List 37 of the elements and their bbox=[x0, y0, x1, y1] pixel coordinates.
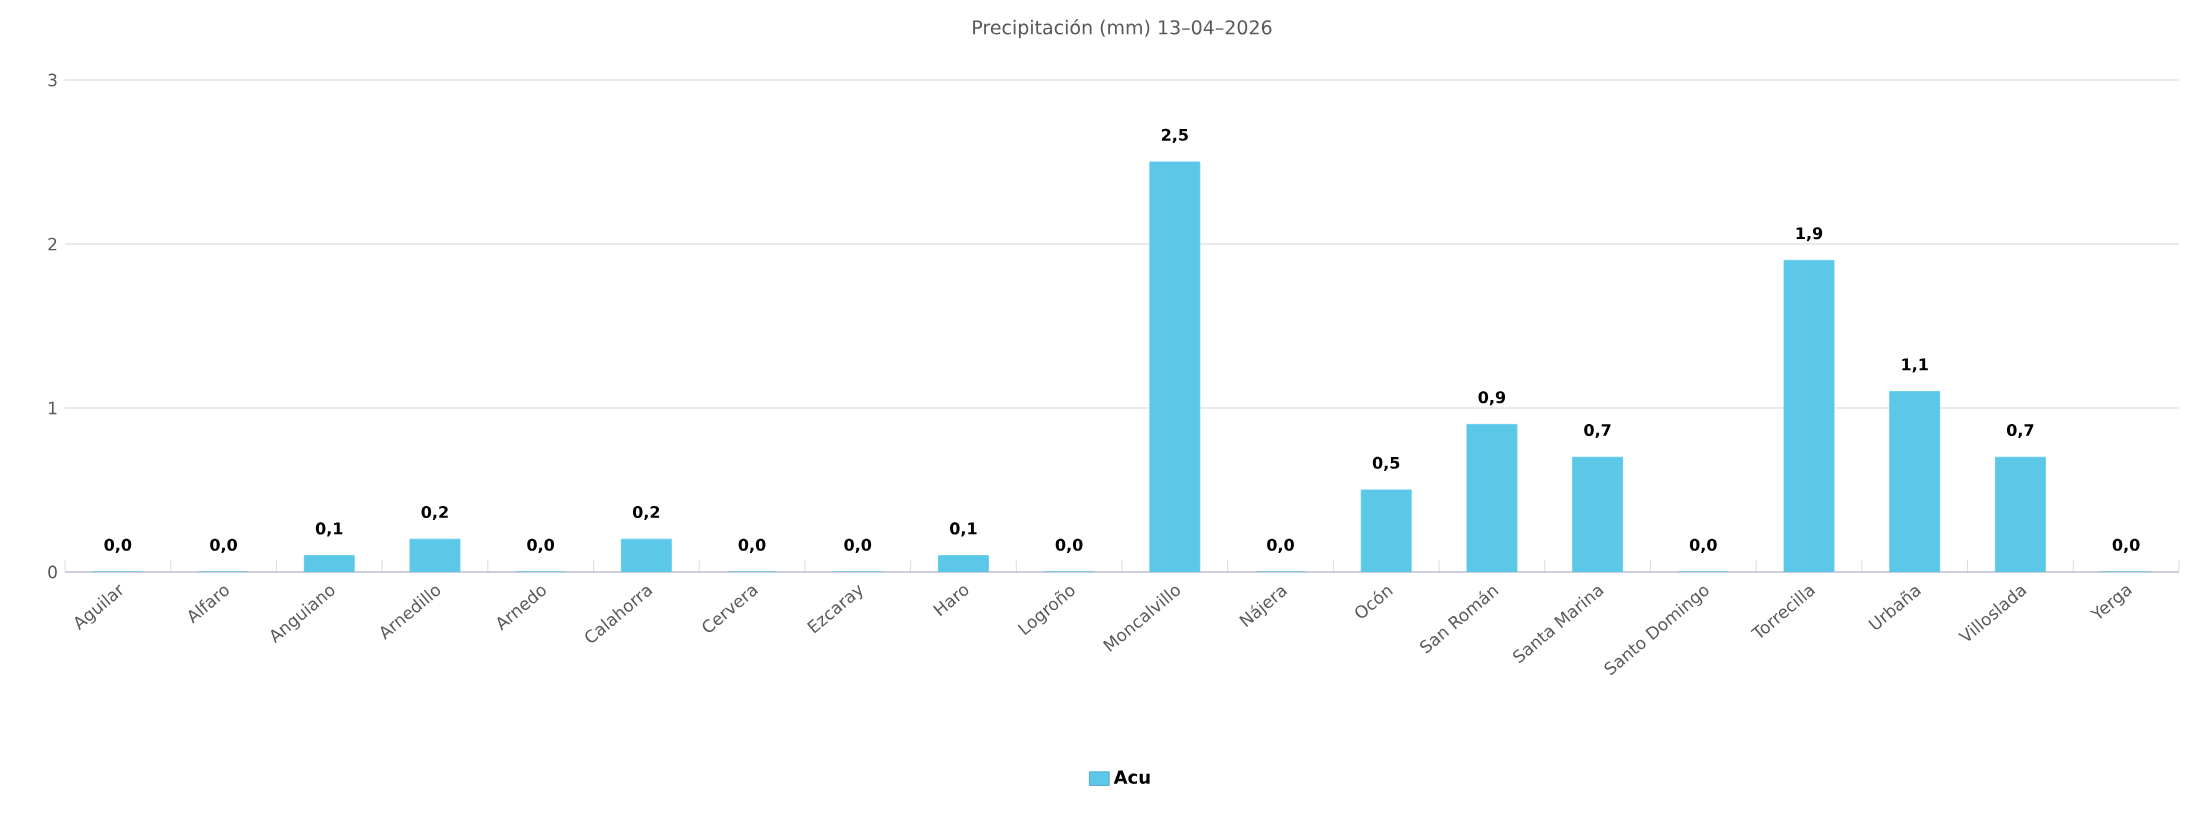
data-label: 0,1 bbox=[950, 522, 977, 537]
data-label: 0,0 bbox=[1267, 538, 1294, 553]
data-label: 0,2 bbox=[632, 505, 660, 521]
bar bbox=[620, 538, 672, 572]
y-tick-label: 1 bbox=[49, 401, 57, 415]
bar bbox=[1783, 259, 1835, 572]
data-label: 0,0 bbox=[1055, 538, 1083, 553]
data-label: 0,0 bbox=[104, 538, 132, 553]
data-label: 1,1 bbox=[1902, 358, 1928, 373]
data-label: 0,0 bbox=[527, 538, 555, 553]
bar bbox=[409, 538, 461, 572]
data-label: 0,0 bbox=[1689, 538, 1717, 553]
data-label: 0,0 bbox=[210, 538, 237, 553]
bar bbox=[938, 555, 989, 572]
bar bbox=[303, 555, 355, 572]
data-label: 1,9 bbox=[1796, 227, 1823, 242]
data-label: 0,0 bbox=[738, 538, 766, 553]
y-tick-label: 2 bbox=[48, 237, 57, 251]
y-tick-label: 3 bbox=[48, 73, 57, 87]
bar bbox=[1149, 161, 1201, 572]
chart-title: Precipitación (mm) 13–04–2026 bbox=[973, 19, 1272, 39]
data-label: 0,9 bbox=[1478, 391, 1506, 406]
data-label: 0,0 bbox=[2112, 538, 2140, 553]
bar bbox=[1360, 489, 1412, 572]
bar bbox=[1889, 391, 1941, 572]
bar bbox=[1995, 456, 2046, 572]
data-label: 0,5 bbox=[1372, 456, 1400, 471]
y-tick-label: 0 bbox=[48, 565, 57, 579]
data-label: 0,2 bbox=[421, 505, 448, 521]
data-label: 2,5 bbox=[1161, 128, 1188, 143]
bar bbox=[1466, 423, 1518, 572]
data-label: 0,1 bbox=[315, 522, 343, 537]
data-label: 0,0 bbox=[844, 538, 872, 553]
legend-label: Acu bbox=[1113, 770, 1150, 784]
data-label: 0,7 bbox=[1584, 423, 1611, 439]
bar bbox=[1572, 456, 1624, 572]
data-label: 0,7 bbox=[2007, 423, 2034, 439]
